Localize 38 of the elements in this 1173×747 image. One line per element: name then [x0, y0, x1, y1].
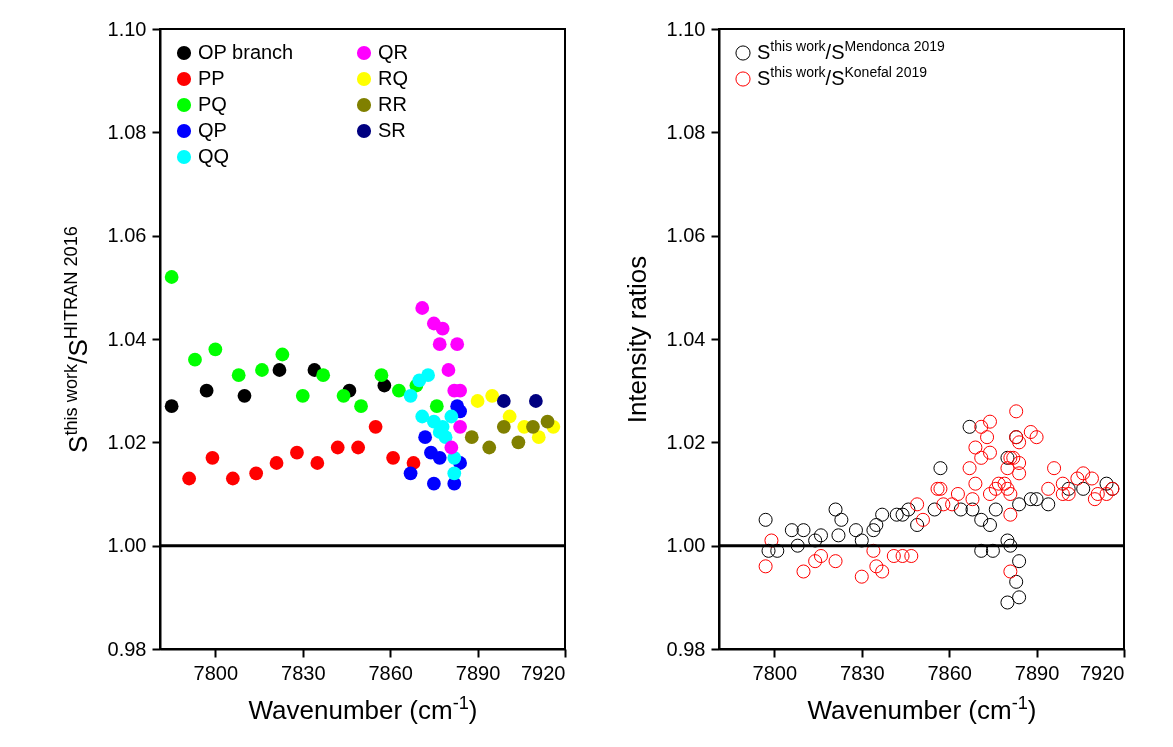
y-tick-label: 1.10: [666, 17, 706, 40]
y-tick-label: 0.98: [107, 637, 147, 660]
y-tick-label: 1.04: [666, 327, 706, 350]
x-tick-label: 7890: [1014, 661, 1060, 684]
legend-label: OP branch: [198, 41, 294, 63]
x-tick-label: 7830: [840, 661, 885, 684]
y-tick-label: 1.06: [666, 224, 706, 247]
legend-label: RQ: [378, 67, 408, 89]
legend-label: QP: [198, 119, 227, 141]
x-tick-label: 7830: [281, 661, 326, 684]
legend-label: RR: [378, 93, 407, 115]
y-tick-label: 1.00: [107, 534, 147, 557]
y-tick-label: 1.08: [666, 120, 706, 143]
y-tick-label: 1.02: [666, 430, 706, 453]
y-tick-label: 1.00: [666, 534, 706, 557]
legend-label: QQ: [198, 145, 230, 167]
legend-label: SR: [378, 119, 406, 141]
x-tick-label: 7890: [455, 661, 501, 684]
y-tick-label: 1.10: [107, 17, 147, 40]
x-tick-label: 7920: [1080, 661, 1125, 684]
y-tick-label: 1.06: [107, 224, 147, 247]
legend-label: PP: [198, 67, 225, 89]
legend-label: QR: [378, 41, 408, 63]
legend-label: PQ: [198, 93, 227, 115]
legend-label: S$^{this work}$/S$^{Mendonca 2019}$: [757, 38, 946, 63]
y-axis-title: Intensity ratios: [621, 255, 652, 424]
y-tick-label: 1.08: [107, 120, 147, 143]
y-tick-label: 0.98: [666, 637, 706, 660]
x-tick-label: 7920: [521, 661, 566, 684]
x-tick-label: 7800: [193, 661, 239, 684]
y-tick-label: 1.02: [107, 430, 147, 453]
x-tick-label: 7800: [752, 661, 798, 684]
x-axis-title: Wavenumber (cm$^{-1}$): [807, 692, 1037, 725]
x-tick-label: 7860: [368, 661, 413, 684]
x-axis-title: Wavenumber (cm$^{-1}$): [248, 692, 478, 725]
y-tick-label: 1.04: [107, 327, 147, 350]
x-tick-label: 7860: [927, 661, 972, 684]
legend-label: S$^{this work}$/S$^{Konefal 2019}$: [757, 64, 928, 89]
